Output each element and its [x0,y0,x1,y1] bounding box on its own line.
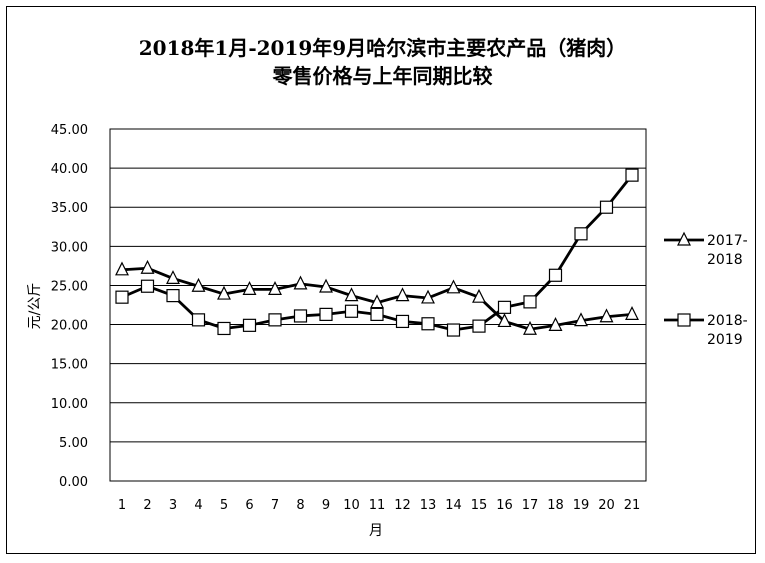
data-point [319,278,333,293]
data-point [625,168,639,182]
x-tick-label: 2 [143,498,151,513]
x-tick-label: 18 [547,498,564,513]
series-1 [115,259,639,335]
legend-marker [677,231,691,246]
data-point [140,259,155,274]
data-point [421,289,435,304]
x-tick-label: 3 [169,498,177,513]
data-point [446,279,461,294]
data-point [191,277,206,292]
x-tick-label: 11 [369,498,386,513]
legend-item-1: 2017- 2018 [664,231,748,268]
y-tick-label: 40.00 [51,162,88,177]
data-point [625,306,639,320]
data-point [344,304,359,318]
data-point [548,268,563,282]
x-tick-label: 14 [445,498,462,513]
x-axis: 1 2 3 4 5 6 7 8 9 10 11 12 13 14 15 16 17 18 19 20 21 [118,498,640,513]
y-tick-label: 15.00 [51,358,88,373]
y-tick-label: 35.00 [51,201,88,216]
data-point [599,308,614,323]
data-point [115,290,129,304]
y-tick-label: 0.00 [59,475,88,490]
data-point [523,320,537,335]
x-tick-label: 10 [343,498,360,513]
data-point [395,287,410,302]
data-point [217,285,231,300]
data-point [344,287,359,302]
x-axis-label: 月 [369,523,383,539]
x-tick-label: 8 [296,498,304,513]
y-axis: 0.00 5.00 10.00 15.00 20.00 25.00 30.00 35.00 40… [51,123,88,490]
data-point [599,200,614,214]
data-point [446,323,461,337]
x-tick-label: 7 [271,498,279,513]
x-tick-label: 4 [194,498,202,513]
data-point [370,294,384,309]
legend-label: 2018- [707,313,748,329]
data-point [166,270,180,285]
data-point [242,318,257,332]
chart-title-line-1: 2018年1月-2019年9月哈尔滨市主要农产品（猪肉） [138,36,627,60]
x-tick-label: 20 [598,498,615,513]
data-point [472,319,486,333]
legend: 2017- 2018 2018- 2019 [664,231,748,348]
data-point [191,313,206,327]
data-point [217,321,231,336]
data-point [523,295,537,309]
x-tick-label: 19 [573,498,590,513]
x-tick-label: 15 [471,498,488,513]
series-layer [115,168,639,337]
plot-area-border [109,128,647,482]
y-tick-label: 20.00 [51,319,88,334]
x-tick-label: 1 [118,498,126,513]
y-tick-label: 10.00 [51,397,88,412]
y-tick-label: 30.00 [51,240,88,255]
y-tick-label: 25.00 [51,279,88,294]
legend-marker [677,313,691,327]
x-tick-label: 17 [522,498,539,513]
series-2 [115,168,639,337]
x-tick-label: 6 [245,498,253,513]
y-tick-label: 45.00 [51,123,88,138]
data-point [166,289,180,303]
legend-label: 2017- [707,233,748,249]
chart-frame [6,6,756,554]
data-point [421,317,435,331]
data-point [497,300,512,314]
data-point [319,307,333,321]
data-point [140,279,155,293]
x-tick-label: 16 [496,498,513,513]
data-point [115,261,129,276]
data-point [370,307,384,321]
data-point [268,313,282,327]
data-point [574,312,588,327]
x-tick-label: 21 [624,498,641,513]
legend-label: 2018 [707,252,743,268]
data-point [395,314,410,329]
x-tick-label: 5 [220,498,228,513]
data-point [497,313,512,328]
data-point [472,288,486,303]
data-point [242,281,257,295]
legend-label: 2019 [707,332,743,348]
data-point [574,227,588,241]
data-point [293,309,308,323]
legend-item-2: 2018- 2019 [664,313,748,348]
data-point [548,316,563,331]
chart-title-line-2: 零售价格与上年同期比较 [272,64,493,88]
x-tick-label: 9 [322,498,330,513]
x-tick-label: 12 [394,498,411,513]
data-point [268,281,282,295]
y-axis-label: 元/公斤 [27,283,43,330]
y-tick-label: 5.00 [59,436,88,451]
data-point [293,275,308,290]
x-tick-label: 13 [420,498,437,513]
